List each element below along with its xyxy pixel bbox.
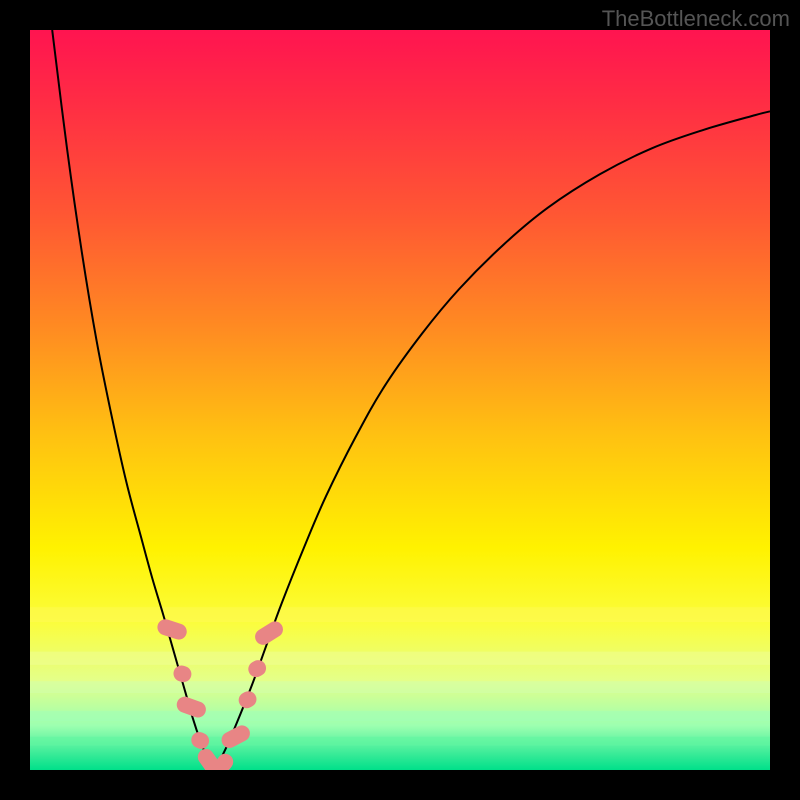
bottleneck-chart: TheBottleneck.com	[0, 0, 800, 800]
watermark-text: TheBottleneck.com	[602, 6, 790, 32]
chart-svg	[0, 0, 800, 800]
